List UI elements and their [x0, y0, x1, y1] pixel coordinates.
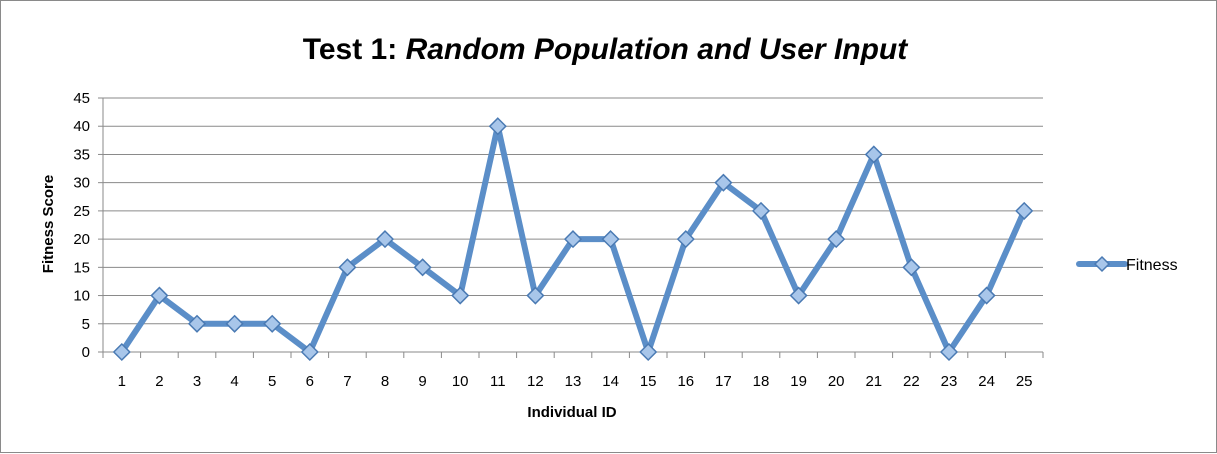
data-point [714, 173, 733, 192]
x-tick-label: 4 [230, 373, 238, 390]
y-tick-label: 15 [73, 259, 90, 276]
data-point [112, 342, 131, 362]
data-point [751, 201, 771, 220]
x-tick-label: 23 [941, 373, 958, 390]
x-axis-label: Individual ID [527, 404, 616, 421]
data-point [601, 230, 620, 249]
data-point [413, 258, 432, 277]
x-tick-label: 9 [418, 373, 426, 390]
y-tick-label: 0 [82, 344, 90, 361]
data-point [563, 230, 583, 249]
x-tick-label: 13 [565, 373, 582, 390]
x-tick-label: 3 [193, 373, 201, 390]
y-tick-label: 30 [73, 175, 90, 192]
x-tick-label: 21 [865, 373, 882, 390]
x-tick-label: 10 [452, 373, 469, 390]
x-tick-label: 2 [155, 373, 163, 390]
x-tick-label: 5 [268, 373, 276, 390]
y-axis-label: Fitness Score [40, 175, 57, 273]
data-point [375, 230, 395, 249]
x-tick-label: 14 [602, 373, 619, 390]
data-point [864, 145, 883, 164]
data-point [526, 286, 545, 305]
y-tick-labels: 0 5 10 15 20 25 30 35 40 45 [73, 90, 90, 361]
x-tick-label: 8 [381, 373, 389, 390]
data-point [263, 314, 282, 333]
x-tick-labels: 1 2 3 4 5 6 7 8 9 10 11 12 13 14 15 16 17 18 19 20 21 22 23 24 2… [118, 373, 1033, 390]
data-point [676, 230, 695, 249]
series-fitness [112, 117, 1034, 362]
data-point [789, 286, 808, 305]
legend-marker-fitness [1093, 255, 1111, 273]
data-point [488, 117, 507, 136]
data-point [150, 286, 169, 305]
data-point [902, 258, 921, 277]
x-tick-label: 18 [753, 373, 770, 390]
data-point [977, 286, 996, 305]
x-tick-label: 17 [715, 373, 732, 390]
data-point [187, 314, 207, 333]
x-tick-label: 12 [527, 373, 544, 390]
data-point [639, 342, 658, 362]
x-tick-label: 1 [118, 373, 126, 390]
x-tick-label: 19 [790, 373, 807, 390]
x-tick-label: 24 [978, 373, 995, 390]
data-point [451, 286, 470, 305]
x-tick-label: 16 [677, 373, 694, 390]
legend: Fitness [1076, 255, 1178, 274]
data-point [939, 342, 959, 362]
y-tick-label: 10 [73, 288, 90, 305]
y-tick-label: 5 [82, 316, 90, 333]
chart-title: Test 1: Random Population and User Input [303, 33, 909, 66]
x-tick-label: 6 [306, 373, 314, 390]
legend-label-fitness: Fitness [1126, 257, 1178, 274]
y-tick-label: 40 [73, 118, 90, 135]
y-tick-label: 45 [73, 90, 90, 107]
x-tick-label: 20 [828, 373, 845, 390]
y-tick-label: 20 [73, 231, 90, 248]
data-point [1015, 201, 1034, 220]
x-tick-label: 11 [490, 373, 506, 390]
x-tick-label: 22 [903, 373, 920, 390]
chart-title-prefix: Test 1: [303, 33, 406, 66]
y-tick-label: 25 [73, 203, 90, 220]
data-point [338, 258, 357, 277]
y-tick-label: 35 [73, 146, 90, 163]
data-point [225, 314, 244, 333]
x-tick-label: 15 [640, 373, 657, 390]
x-tick-label: 7 [343, 373, 351, 390]
chart-title-emphasis: Random Population and User Input [406, 33, 910, 66]
data-point [827, 230, 846, 249]
data-point [300, 342, 319, 362]
x-tick-label: 25 [1016, 373, 1033, 390]
